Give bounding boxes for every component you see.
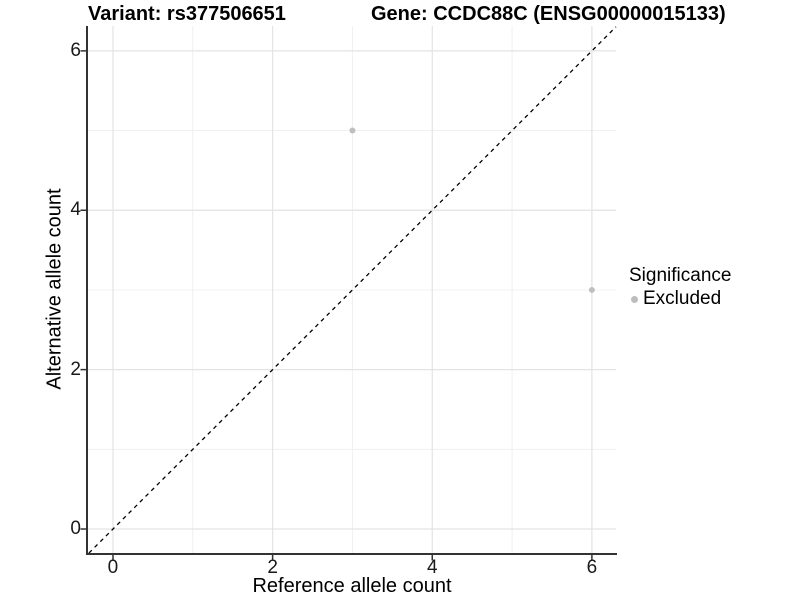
y-tick-label: 4	[70, 199, 81, 221]
plot-title-gene: Gene: CCDC88C (ENSG00000015133)	[371, 3, 726, 25]
x-tick-label: 6	[586, 557, 598, 578]
plot-title-variant: Variant: rs377506651	[88, 3, 286, 25]
y-tick-label: 0	[70, 518, 81, 539]
legend-item-excluded: Excluded	[629, 288, 731, 310]
x-tick-label: 0	[107, 557, 119, 578]
legend-title: Significance	[629, 265, 732, 286]
x-tick-label: 2	[267, 557, 278, 578]
x-tick-label: 4	[426, 557, 438, 578]
legend-item-label: Excluded	[643, 288, 722, 309]
x-axis-title: Reference allele count	[252, 575, 452, 597]
y-tick-label: 6	[70, 39, 81, 61]
y-tick-label: 2	[70, 358, 81, 380]
data-point	[349, 127, 356, 134]
data-point	[588, 286, 595, 293]
excluded-point-icon	[631, 295, 638, 303]
legend: Significance Excluded	[629, 265, 731, 310]
